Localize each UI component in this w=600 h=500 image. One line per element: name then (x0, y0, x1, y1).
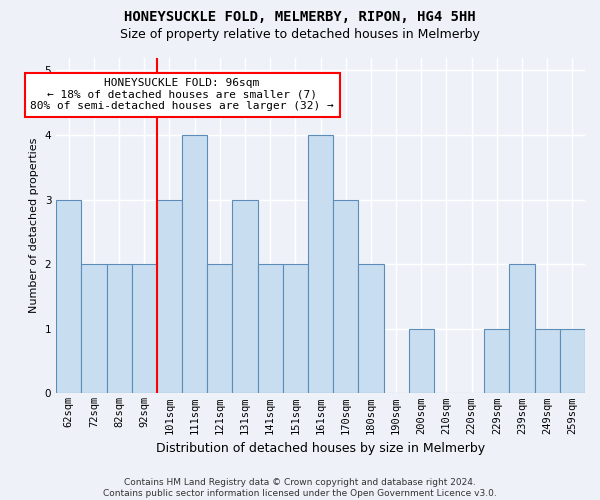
Bar (107, 264, 132, 394)
Bar (560, 329, 585, 394)
Text: HONEYSUCKLE FOLD, MELMERBY, RIPON, HG4 5HH: HONEYSUCKLE FOLD, MELMERBY, RIPON, HG4 5… (124, 10, 476, 24)
Bar (484, 329, 509, 394)
Bar (82, 264, 107, 394)
Bar (308, 135, 333, 394)
Bar (56, 200, 82, 394)
Text: Size of property relative to detached houses in Melmerby: Size of property relative to detached ho… (120, 28, 480, 41)
Bar (232, 200, 257, 394)
Bar (283, 264, 308, 394)
Bar (257, 264, 283, 394)
Bar (157, 200, 182, 394)
Bar (132, 264, 157, 394)
Bar (333, 200, 358, 394)
Bar (358, 264, 383, 394)
Bar (509, 264, 535, 394)
Text: HONEYSUCKLE FOLD: 96sqm
← 18% of detached houses are smaller (7)
80% of semi-det: HONEYSUCKLE FOLD: 96sqm ← 18% of detache… (30, 78, 334, 112)
Y-axis label: Number of detached properties: Number of detached properties (29, 138, 39, 313)
Bar (182, 135, 207, 394)
X-axis label: Distribution of detached houses by size in Melmerby: Distribution of detached houses by size … (156, 442, 485, 455)
Bar (409, 329, 434, 394)
Text: Contains HM Land Registry data © Crown copyright and database right 2024.
Contai: Contains HM Land Registry data © Crown c… (103, 478, 497, 498)
Bar (535, 329, 560, 394)
Bar (207, 264, 232, 394)
